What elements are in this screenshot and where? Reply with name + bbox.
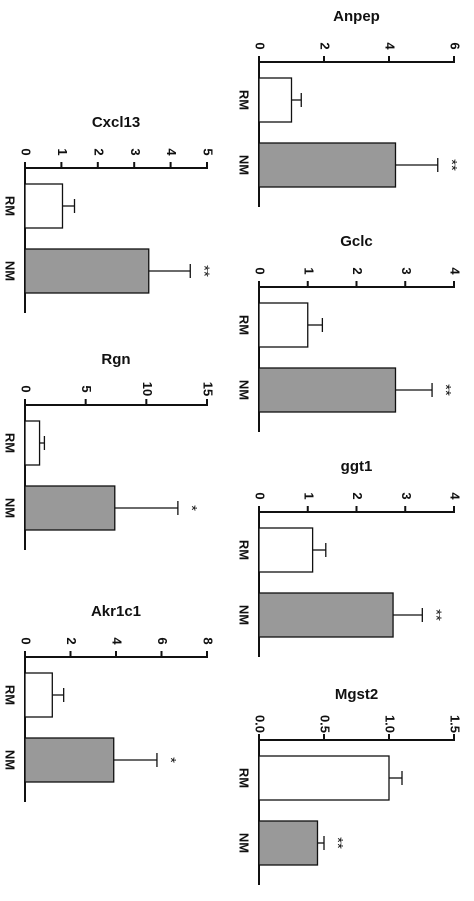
x-tick-label: 2 (350, 492, 365, 499)
category-label: RM (237, 540, 252, 560)
category-label: RM (237, 315, 252, 335)
category-label: NM (237, 155, 252, 175)
x-tick-label: 2 (64, 637, 79, 644)
x-tick-label: 1.5 (448, 715, 463, 733)
x-tick-label: 0 (19, 385, 34, 392)
chart-title: ggt1 (341, 458, 373, 475)
category-label: RM (3, 685, 18, 705)
bar (258, 142, 397, 188)
x-tick-label: 0 (253, 492, 268, 499)
chart-title: Gclc (340, 233, 373, 250)
x-tick-label: 0.5 (318, 715, 333, 733)
bar (258, 77, 293, 123)
x-tick-label: 6 (448, 42, 463, 49)
category-label: NM (3, 750, 18, 770)
bar (24, 248, 150, 294)
chart-title: Rgn (101, 351, 130, 368)
x-tick-label: 1 (301, 492, 316, 499)
bar (24, 485, 116, 531)
bar (258, 367, 397, 413)
bar (24, 420, 41, 466)
x-tick-label: 0.0 (253, 715, 268, 733)
x-tick-label: 2 (350, 267, 365, 274)
x-tick-label: 0 (253, 42, 268, 49)
x-tick-label: 15 (201, 382, 216, 396)
x-tick-label: 4 (164, 148, 179, 156)
bar (258, 302, 309, 348)
x-tick-label: 3 (128, 148, 143, 155)
x-tick-label: 0 (19, 148, 34, 155)
category-label: RM (237, 768, 252, 788)
x-tick-label: 1 (55, 148, 70, 155)
bar (258, 592, 394, 638)
chart-title: Mgst2 (335, 686, 378, 703)
x-tick-label: 4 (448, 267, 463, 275)
category-label: RM (3, 196, 18, 216)
x-tick-label: 4 (110, 637, 125, 645)
x-tick-label: 4 (383, 42, 398, 50)
chart-title: Akr1c1 (91, 603, 141, 620)
x-tick-label: 6 (155, 637, 170, 644)
significance-label: ** (329, 837, 346, 849)
bar (24, 672, 53, 718)
bar (258, 755, 390, 801)
category-label: RM (3, 433, 18, 453)
x-tick-label: 10 (140, 382, 155, 396)
chart-title: Cxcl13 (92, 114, 140, 131)
chart-title: Anpep (333, 8, 380, 25)
x-tick-label: 1 (301, 267, 316, 274)
significance-label: ** (427, 609, 444, 621)
x-tick-label: 2 (318, 42, 333, 49)
category-label: NM (3, 261, 18, 281)
x-tick-label: 1.0 (383, 715, 398, 733)
category-label: NM (237, 380, 252, 400)
significance-label: ** (443, 159, 460, 171)
x-tick-label: 5 (201, 148, 216, 155)
x-tick-label: 3 (399, 267, 414, 274)
bar (24, 737, 115, 783)
bar (24, 183, 64, 229)
x-tick-label: 5 (79, 385, 94, 392)
category-label: NM (237, 833, 252, 853)
category-label: RM (237, 90, 252, 110)
x-tick-label: 2 (91, 148, 106, 155)
category-label: NM (237, 605, 252, 625)
significance-label: * (183, 505, 200, 511)
x-tick-label: 4 (448, 492, 463, 500)
x-tick-label: 0 (253, 267, 268, 274)
significance-label: ** (437, 384, 454, 396)
bar (258, 527, 314, 573)
significance-label: ** (195, 265, 212, 277)
x-tick-label: 3 (399, 492, 414, 499)
x-tick-label: 8 (201, 637, 216, 644)
significance-label: * (162, 757, 179, 763)
bar (258, 820, 319, 866)
category-label: NM (3, 498, 18, 518)
x-tick-label: 0 (19, 637, 34, 644)
